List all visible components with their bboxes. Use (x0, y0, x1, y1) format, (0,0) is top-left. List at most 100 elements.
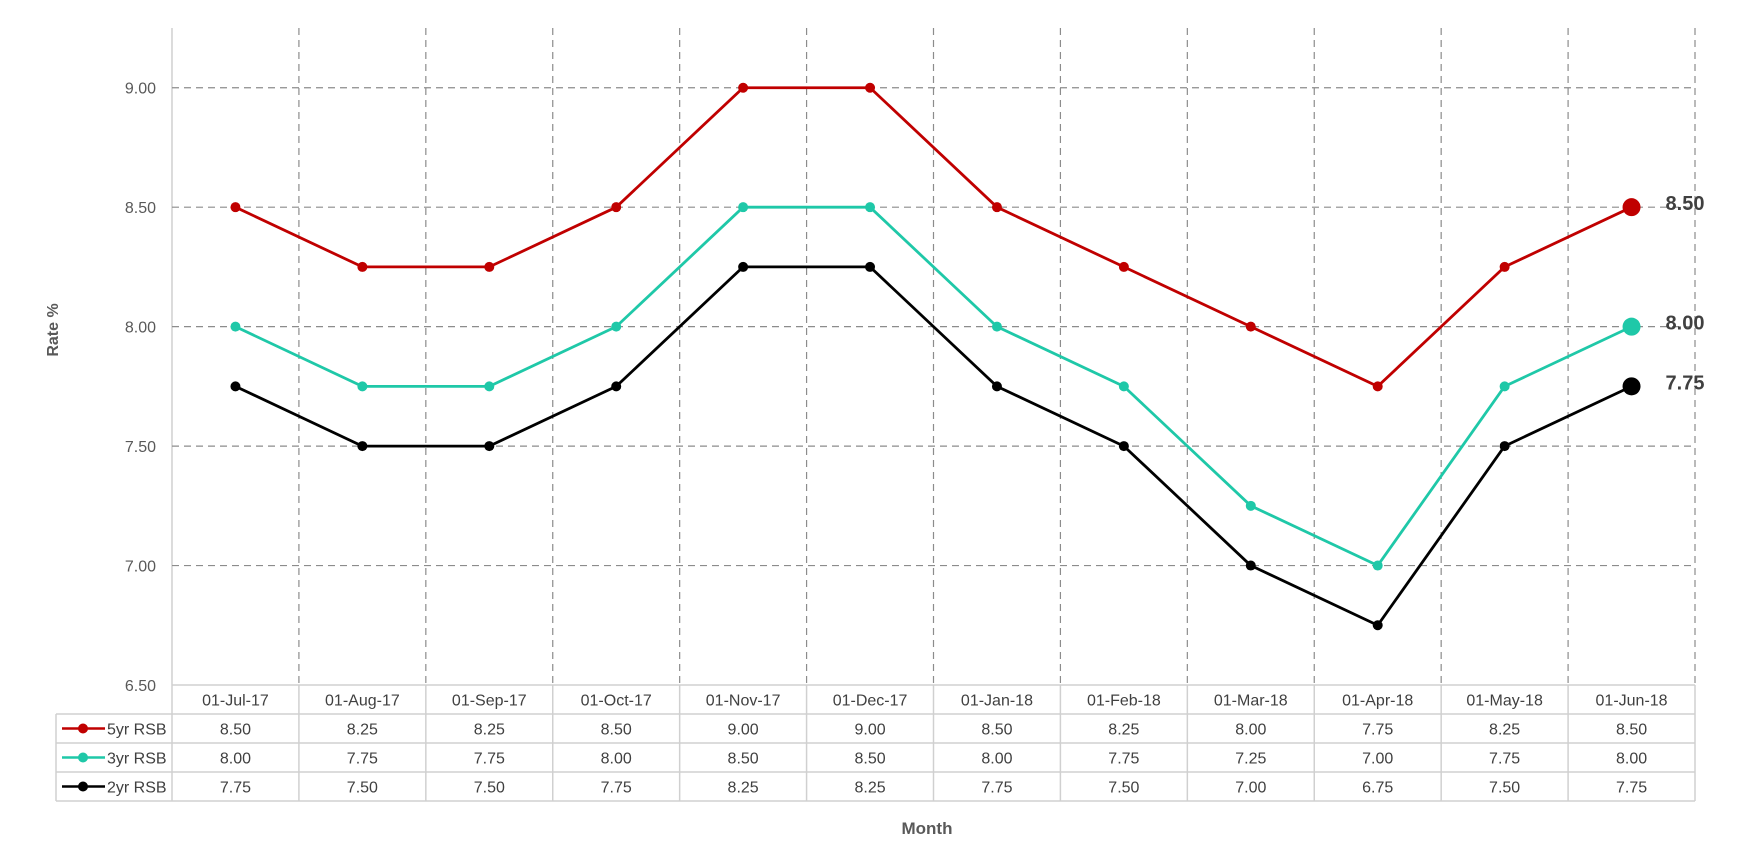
data-point (1118, 381, 1129, 392)
data-point (1245, 500, 1256, 511)
table-cell-value: 7.75 (1489, 751, 1520, 768)
data-point (1372, 560, 1383, 571)
data-point (991, 202, 1002, 213)
table-cell-value: 7.75 (981, 780, 1012, 797)
x-tick-label: 01-Sep-17 (452, 693, 527, 710)
data-point (991, 321, 1002, 332)
data-point (1245, 321, 1256, 332)
data-point (865, 202, 876, 213)
series-lines (230, 82, 1641, 631)
table-cell-value: 8.50 (1616, 722, 1647, 739)
table-cell-value: 7.75 (601, 780, 632, 797)
y-axis: 6.50 7.00 7.50 8.00 8.50 9.00 (125, 81, 156, 695)
table-cell-value: 7.50 (1489, 780, 1520, 797)
table-cell-value: 8.50 (854, 751, 885, 768)
data-point (1499, 441, 1510, 452)
y-tick-label: 6.50 (125, 678, 156, 695)
data-point (1372, 620, 1383, 631)
table-cell-value: 8.00 (1235, 722, 1266, 739)
data-point (1245, 560, 1256, 571)
table-cell-value: 8.00 (220, 751, 251, 768)
series-end-marker (1622, 317, 1641, 336)
table-cell-value: 8.25 (474, 722, 505, 739)
data-point (738, 261, 749, 272)
table-cell-value: 7.25 (1235, 751, 1266, 768)
end-value-label: 7.75 (1666, 372, 1705, 394)
data-point (484, 381, 495, 392)
end-labels: 8.50 8.00 7.75 (1666, 193, 1705, 394)
legend-label: 3yr RSB (107, 751, 167, 768)
x-tick-label: 01-Jan-18 (961, 693, 1033, 710)
table-cell-value: 8.50 (981, 722, 1012, 739)
table-cell-value: 7.50 (347, 780, 378, 797)
y-axis-label: Rate % (45, 303, 62, 356)
data-point (357, 441, 368, 452)
table-cell-value: 8.50 (728, 751, 759, 768)
y-tick-label: 8.50 (125, 200, 156, 217)
table-cell-value: 7.75 (1616, 780, 1647, 797)
table-cell-value: 7.75 (1108, 751, 1139, 768)
x-tick-label: 01-Oct-17 (581, 693, 652, 710)
table-cell-value: 7.75 (474, 751, 505, 768)
table-cell-value: 6.75 (1362, 780, 1393, 797)
table-cell-value: 7.75 (1362, 722, 1393, 739)
table-cell-value: 8.00 (601, 751, 632, 768)
table-cell-value: 7.00 (1235, 780, 1266, 797)
table-cell-value: 8.50 (601, 722, 632, 739)
data-point (230, 381, 241, 392)
data-point (865, 82, 876, 93)
data-point (484, 261, 495, 272)
y-tick-label: 7.50 (125, 439, 156, 456)
data-point (230, 202, 241, 213)
table-cell-value: 8.25 (1108, 722, 1139, 739)
data-point (1118, 261, 1129, 272)
end-value-label: 8.50 (1666, 193, 1705, 215)
legend-label: 5yr RSB (107, 722, 167, 739)
data-table: 01-Jul-17 01-Aug-17 01-Sep-17 01-Oct-17 01-N… (55, 684, 1696, 802)
data-point (230, 321, 241, 332)
data-point (991, 381, 1002, 392)
table-cell-value: 9.00 (728, 722, 759, 739)
x-tick-label: 01-Feb-18 (1087, 693, 1161, 710)
data-point (865, 261, 876, 272)
x-tick-label: 01-Apr-18 (1342, 693, 1413, 710)
data-point (738, 202, 749, 213)
table-cell-value: 7.00 (1362, 751, 1393, 768)
grid (171, 28, 1696, 685)
table-cell-value: 9.00 (854, 722, 885, 739)
y-tick-label: 9.00 (125, 81, 156, 98)
y-tick-label: 7.00 (125, 559, 156, 576)
y-tick-label: 8.00 (125, 320, 156, 337)
series-line (234, 205, 1633, 567)
x-tick-label: 01-Jun-18 (1596, 693, 1668, 710)
x-tick-label: 01-Dec-17 (833, 693, 908, 710)
legend-label: 2yr RSB (107, 780, 167, 797)
data-point (484, 441, 495, 452)
data-point (1499, 381, 1510, 392)
legend-swatch-marker (78, 752, 88, 763)
table-cell-value: 7.75 (220, 780, 251, 797)
legend-swatch-marker (78, 781, 88, 792)
legend-swatch-marker (78, 723, 88, 734)
table-cell-value: 8.25 (347, 722, 378, 739)
table-cell-value: 8.50 (220, 722, 251, 739)
x-tick-label: 01-May-18 (1466, 693, 1543, 710)
series-end-marker (1622, 377, 1641, 396)
data-point (611, 202, 622, 213)
series-end-marker (1622, 198, 1641, 217)
table-cell-value: 8.00 (981, 751, 1012, 768)
series-line (234, 265, 1633, 627)
table-cell-value: 7.50 (474, 780, 505, 797)
series-line (234, 86, 1633, 388)
table-cell-value: 8.25 (1489, 722, 1520, 739)
data-point (1372, 381, 1383, 392)
table-cell-value: 8.00 (1616, 751, 1647, 768)
data-point (1118, 441, 1129, 452)
table-cell-value: 8.25 (854, 780, 885, 797)
table-cell-value: 7.75 (347, 751, 378, 768)
data-point (357, 261, 368, 272)
x-tick-label: 01-Jul-17 (202, 693, 269, 710)
x-tick-label: 01-Mar-18 (1214, 693, 1288, 710)
data-point (738, 82, 749, 93)
table-cell-value: 7.50 (1108, 780, 1139, 797)
